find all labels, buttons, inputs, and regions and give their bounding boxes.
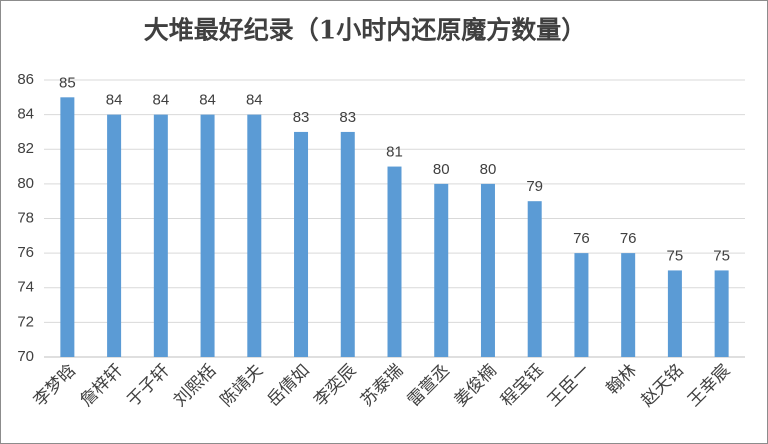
bar — [434, 183, 449, 357]
y-tick-label: 86 — [17, 71, 34, 88]
data-label: 80 — [480, 161, 497, 178]
bar — [387, 166, 402, 357]
y-tick-label: 76 — [17, 244, 34, 261]
bar — [200, 114, 215, 357]
y-tick-label: 84 — [17, 106, 34, 123]
data-label: 85 — [59, 74, 76, 91]
chart-title: 大堆最好纪录（1小时内还原魔方数量） — [144, 16, 586, 45]
bar — [153, 114, 168, 357]
bar — [714, 270, 729, 357]
data-label: 76 — [573, 230, 590, 247]
bar — [621, 253, 636, 357]
y-tick-label: 80 — [17, 175, 34, 192]
data-label: 75 — [667, 247, 684, 264]
data-label: 84 — [106, 92, 123, 109]
data-label: 84 — [246, 92, 263, 109]
bar — [294, 131, 309, 357]
bar — [247, 114, 262, 357]
data-label: 84 — [152, 92, 169, 109]
bar — [340, 131, 355, 357]
data-label: 83 — [339, 109, 356, 126]
y-tick-label: 82 — [17, 140, 34, 157]
y-tick-label: 74 — [17, 279, 34, 296]
y-tick-label: 70 — [17, 348, 34, 365]
bar — [527, 201, 542, 357]
data-label: 84 — [199, 92, 216, 109]
data-label: 80 — [433, 161, 450, 178]
y-tick-label: 72 — [17, 313, 34, 330]
bar — [107, 114, 122, 357]
bar — [60, 97, 75, 357]
data-label: 76 — [620, 230, 637, 247]
bar — [480, 183, 495, 357]
bar — [574, 253, 589, 357]
data-label: 75 — [713, 247, 730, 264]
data-label: 83 — [293, 109, 310, 126]
data-label: 81 — [386, 144, 403, 161]
data-label: 79 — [526, 178, 543, 195]
y-tick-label: 78 — [17, 209, 34, 226]
bar — [667, 270, 682, 357]
